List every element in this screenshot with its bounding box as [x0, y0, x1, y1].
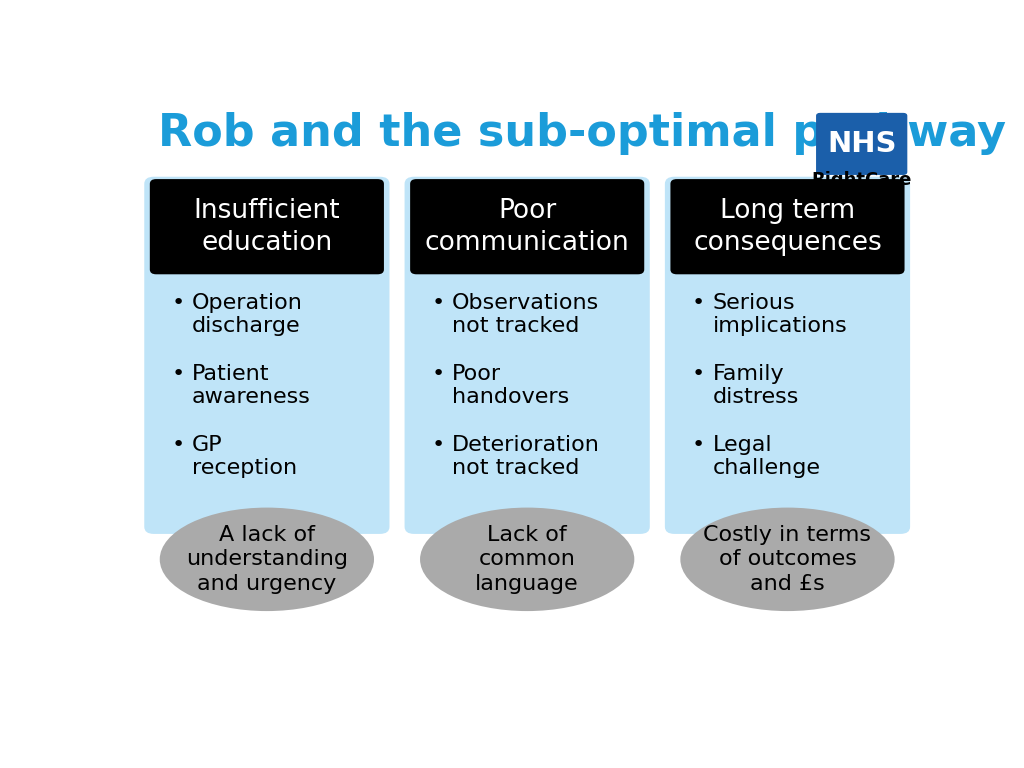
- Text: Deterioration
not tracked: Deterioration not tracked: [453, 435, 600, 478]
- Ellipse shape: [160, 508, 374, 611]
- Text: Patient
awareness: Patient awareness: [191, 364, 310, 407]
- Text: Poor
communication: Poor communication: [425, 197, 630, 256]
- Text: NHS: NHS: [827, 130, 896, 157]
- FancyBboxPatch shape: [411, 179, 644, 274]
- Text: •: •: [692, 293, 706, 313]
- Text: •: •: [692, 435, 706, 455]
- Text: •: •: [171, 293, 184, 313]
- Text: A lack of
understanding
and urgency: A lack of understanding and urgency: [186, 525, 348, 594]
- Text: Legal
challenge: Legal challenge: [713, 435, 820, 478]
- Ellipse shape: [680, 508, 895, 611]
- Text: Costly in terms
of outcomes
and £s: Costly in terms of outcomes and £s: [703, 525, 871, 594]
- Text: •: •: [431, 435, 444, 455]
- Text: Operation
discharge: Operation discharge: [191, 293, 303, 336]
- Text: GP
reception: GP reception: [191, 435, 297, 478]
- FancyBboxPatch shape: [816, 113, 907, 175]
- Text: Lack of
common
language: Lack of common language: [475, 525, 579, 594]
- Text: Insufficient
education: Insufficient education: [194, 197, 340, 256]
- Text: •: •: [692, 364, 706, 384]
- Ellipse shape: [420, 508, 634, 611]
- FancyBboxPatch shape: [150, 179, 384, 274]
- FancyBboxPatch shape: [671, 179, 904, 274]
- Text: Poor
handovers: Poor handovers: [453, 364, 569, 407]
- Text: Long term
consequences: Long term consequences: [693, 197, 882, 256]
- Text: Rob and the sub-optimal pathway: Rob and the sub-optimal pathway: [158, 112, 1007, 155]
- FancyBboxPatch shape: [144, 177, 389, 534]
- FancyBboxPatch shape: [404, 177, 650, 534]
- Text: Family
distress: Family distress: [713, 364, 799, 407]
- Text: •: •: [171, 435, 184, 455]
- Text: RightCare: RightCare: [811, 170, 911, 189]
- Text: Serious
implications: Serious implications: [713, 293, 847, 336]
- Text: Observations
not tracked: Observations not tracked: [453, 293, 599, 336]
- Text: •: •: [171, 364, 184, 384]
- Text: •: •: [431, 293, 444, 313]
- Text: •: •: [431, 364, 444, 384]
- FancyBboxPatch shape: [665, 177, 910, 534]
